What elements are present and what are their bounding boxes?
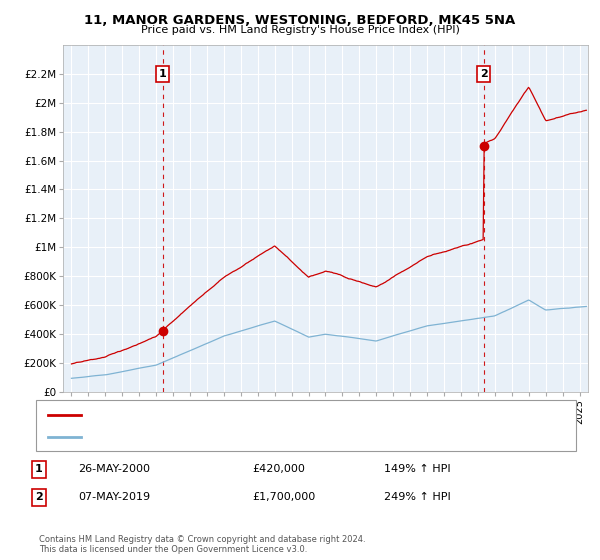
Text: Price paid vs. HM Land Registry's House Price Index (HPI): Price paid vs. HM Land Registry's House … [140,25,460,35]
Text: 26-MAY-2000: 26-MAY-2000 [78,464,150,474]
Text: 11, MANOR GARDENS, WESTONING, BEDFORD, MK45 5NA: 11, MANOR GARDENS, WESTONING, BEDFORD, M… [85,14,515,27]
Text: 2: 2 [480,69,488,79]
Text: 1: 1 [159,69,167,79]
Text: £420,000: £420,000 [252,464,305,474]
Text: HPI: Average price, detached house, Central Bedfordshire: HPI: Average price, detached house, Cent… [87,432,388,442]
Text: 2: 2 [35,492,43,502]
Text: Contains HM Land Registry data © Crown copyright and database right 2024.
This d: Contains HM Land Registry data © Crown c… [39,535,365,554]
Text: 1: 1 [35,464,43,474]
Text: 149% ↑ HPI: 149% ↑ HPI [384,464,451,474]
Text: £1,700,000: £1,700,000 [252,492,315,502]
Text: 11, MANOR GARDENS, WESTONING, BEDFORD, MK45 5NA (detached house): 11, MANOR GARDENS, WESTONING, BEDFORD, M… [87,409,484,419]
Text: 249% ↑ HPI: 249% ↑ HPI [384,492,451,502]
Text: 07-MAY-2019: 07-MAY-2019 [78,492,150,502]
